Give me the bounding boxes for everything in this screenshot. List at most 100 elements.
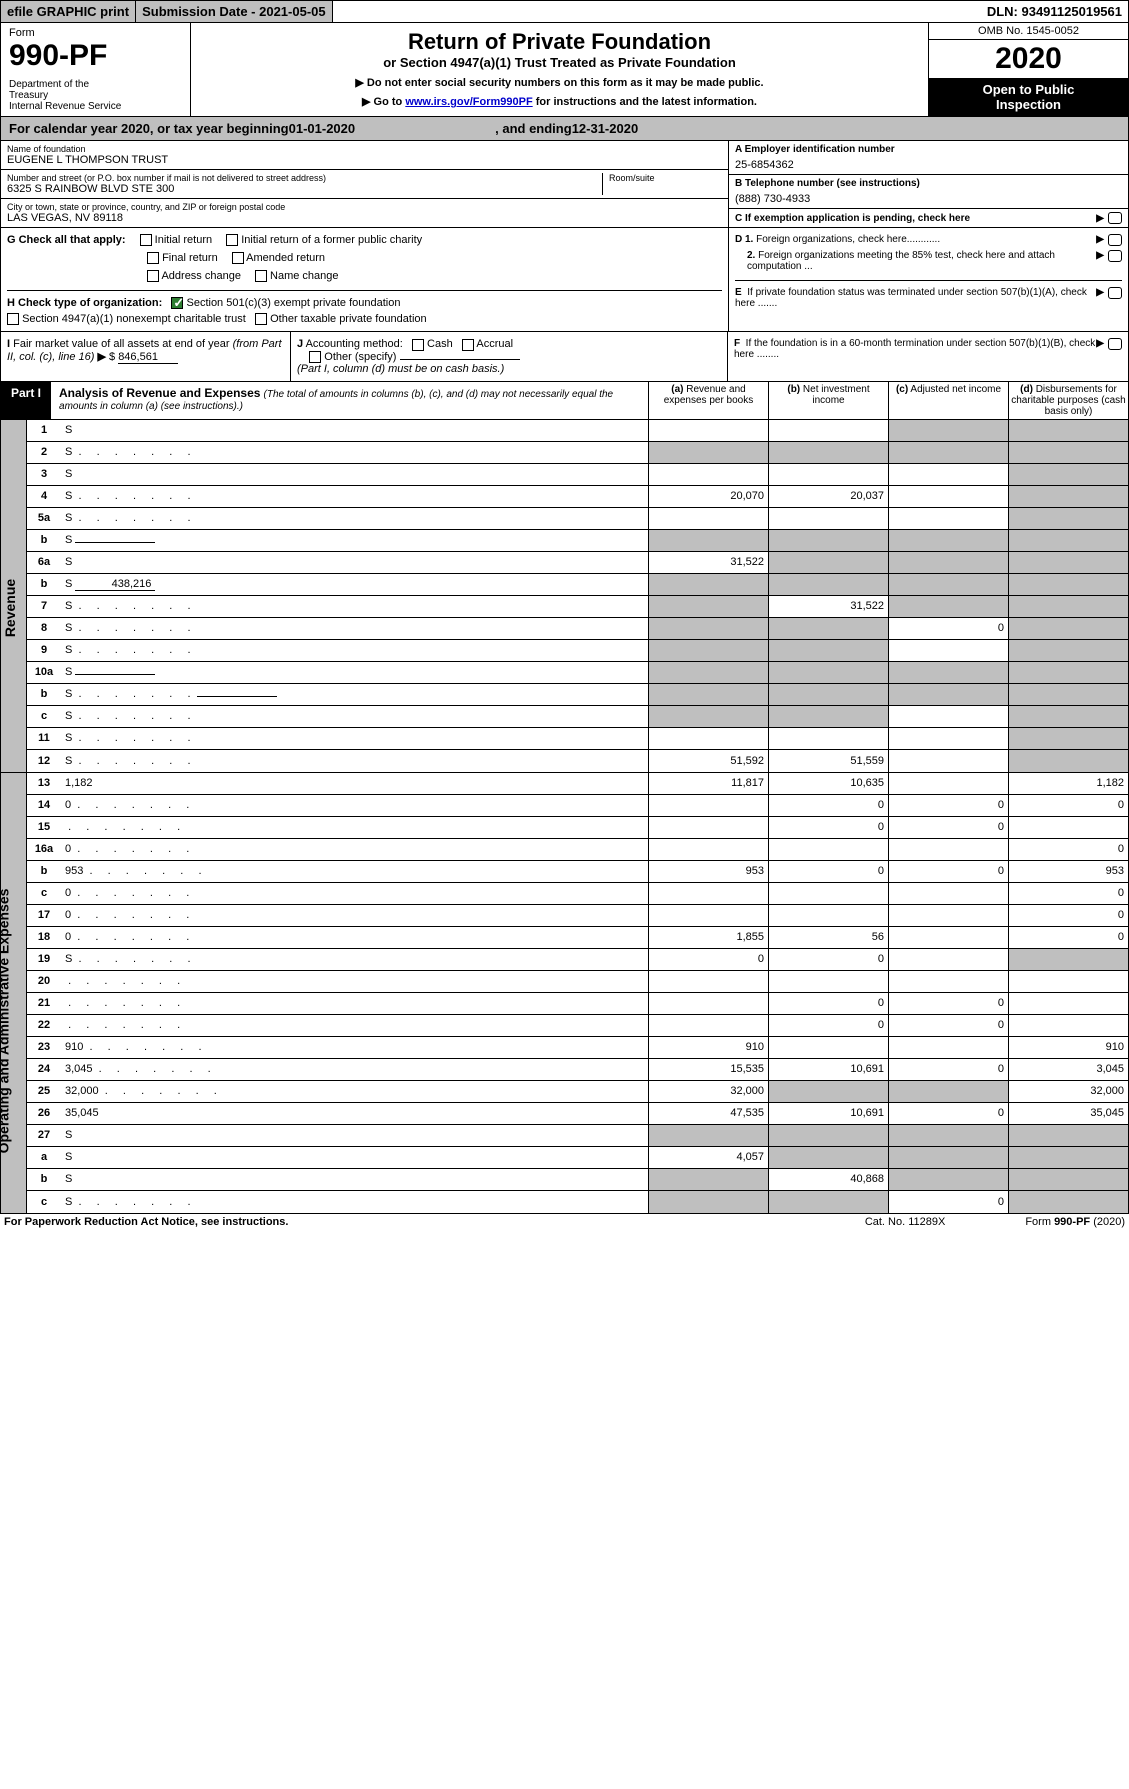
cell-c: [888, 1147, 1008, 1168]
cell-d: 3,045: [1008, 1059, 1128, 1080]
table-row: 27S: [27, 1125, 1128, 1147]
row-number: c: [27, 707, 61, 725]
form-header: Form 990-PF Department of theTreasuryInt…: [0, 23, 1129, 117]
cell-a: [648, 728, 768, 749]
checkbox-other-taxable[interactable]: [255, 313, 267, 325]
cell-a: [648, 640, 768, 661]
table-row: 11S . . . . . . .: [27, 728, 1128, 750]
checkbox-addr-change[interactable]: [147, 270, 159, 282]
cell-b: [768, 530, 888, 551]
cell-a: [648, 795, 768, 816]
revenue-side-label: Revenue: [1, 420, 27, 772]
cell-b: [768, 1081, 888, 1102]
table-row: 19S . . . . . . .00: [27, 949, 1128, 971]
cell-d: 0: [1008, 839, 1128, 860]
calendar-year-row: For calendar year 2020, or tax year begi…: [0, 117, 1129, 141]
table-row: 12S . . . . . . .51,59251,559: [27, 750, 1128, 772]
cell-d: [1008, 486, 1128, 507]
row-number: c: [27, 1193, 61, 1211]
cell-d: [1008, 971, 1128, 992]
cell-b: 31,522: [768, 596, 888, 617]
cell-c: 0: [888, 1059, 1008, 1080]
cell-a: [648, 1125, 768, 1146]
col-c-head: (c) Adjusted net income: [888, 382, 1008, 419]
table-row: 180 . . . . . . .1,855560: [27, 927, 1128, 949]
checkbox-initial-former[interactable]: [226, 234, 238, 246]
row-description: 0 . . . . . . .: [61, 840, 648, 858]
cell-b: [768, 839, 888, 860]
row-description: S . . . . . . .: [61, 950, 648, 968]
phone-row: B Telephone number (see instructions) (8…: [729, 175, 1128, 209]
cell-c: [888, 883, 1008, 904]
ein-row: A Employer identification number 25-6854…: [729, 141, 1128, 175]
cell-b: 40,868: [768, 1169, 888, 1190]
cell-b: [768, 464, 888, 485]
row-number: 7: [27, 597, 61, 615]
checkbox-c[interactable]: [1108, 212, 1122, 224]
cell-a: 47,535: [648, 1103, 768, 1124]
row-number: 5a: [27, 509, 61, 527]
cell-a: [648, 839, 768, 860]
cell-d: 0: [1008, 927, 1128, 948]
cell-a: 4,057: [648, 1147, 768, 1168]
cell-a: [648, 817, 768, 838]
row-number: 12: [27, 752, 61, 770]
cell-c: [888, 706, 1008, 727]
checkbox-f[interactable]: [1108, 338, 1122, 350]
cell-b: 0: [768, 861, 888, 882]
dept-treasury: Department of theTreasuryInternal Revenu…: [9, 79, 182, 112]
cell-a: [648, 662, 768, 683]
cell-d: [1008, 750, 1128, 772]
checkbox-final[interactable]: [147, 252, 159, 264]
cell-a: 31,522: [648, 552, 768, 573]
checkbox-d2[interactable]: [1108, 250, 1122, 262]
checkbox-amended[interactable]: [232, 252, 244, 264]
row-number: 20: [27, 972, 61, 990]
row-number: 8: [27, 619, 61, 637]
table-row: bS . . . . . . .: [27, 684, 1128, 706]
checkbox-other-method[interactable]: [309, 351, 321, 363]
cell-d: [1008, 596, 1128, 617]
irs-link[interactable]: www.irs.gov/Form990PF: [405, 96, 532, 108]
cell-d: 0: [1008, 795, 1128, 816]
cell-c: [888, 574, 1008, 595]
cell-c: [888, 1125, 1008, 1146]
row-number: 11: [27, 729, 61, 747]
cell-b: [768, 905, 888, 926]
cell-b: 0: [768, 817, 888, 838]
address-row: Number and street (or P.O. box number if…: [1, 170, 728, 199]
submission-date: Submission Date - 2021-05-05: [136, 1, 333, 22]
foundation-name-row: Name of foundation EUGENE L THOMPSON TRU…: [1, 141, 728, 170]
cell-b: [768, 618, 888, 639]
row-description: S: [61, 1148, 648, 1166]
cell-d: [1008, 1125, 1128, 1146]
row-number: 25: [27, 1082, 61, 1100]
cell-c: 0: [888, 861, 1008, 882]
table-row: 3S: [27, 464, 1128, 486]
form-note-2: ▶ Go to www.irs.gov/Form990PF for instru…: [197, 95, 922, 108]
checkbox-initial[interactable]: [140, 234, 152, 246]
checkbox-d1[interactable]: [1108, 234, 1122, 246]
cell-d: [1008, 728, 1128, 749]
line-c-row: C If exemption application is pending, c…: [729, 209, 1128, 227]
cell-a: [648, 574, 768, 595]
cell-b: 56: [768, 927, 888, 948]
cell-d: [1008, 662, 1128, 683]
cell-a: [648, 883, 768, 904]
checkbox-cash[interactable]: [412, 339, 424, 351]
checkbox-501c3[interactable]: [171, 297, 183, 309]
table-row: 4S . . . . . . .20,07020,037: [27, 486, 1128, 508]
cell-d: [1008, 1169, 1128, 1190]
revenue-rows: 1S2S . . . . . . .3S4S . . . . . . .20,0…: [27, 420, 1128, 772]
checkbox-name-change[interactable]: [255, 270, 267, 282]
cell-a: 1,855: [648, 927, 768, 948]
cell-a: [648, 464, 768, 485]
cell-a: 15,535: [648, 1059, 768, 1080]
cell-b: [768, 1125, 888, 1146]
checkbox-4947[interactable]: [7, 313, 19, 325]
row-number: 21: [27, 994, 61, 1012]
checkbox-accrual[interactable]: [462, 339, 474, 351]
cell-c: [888, 1037, 1008, 1058]
cell-b: [768, 728, 888, 749]
checkbox-e[interactable]: [1108, 287, 1122, 299]
